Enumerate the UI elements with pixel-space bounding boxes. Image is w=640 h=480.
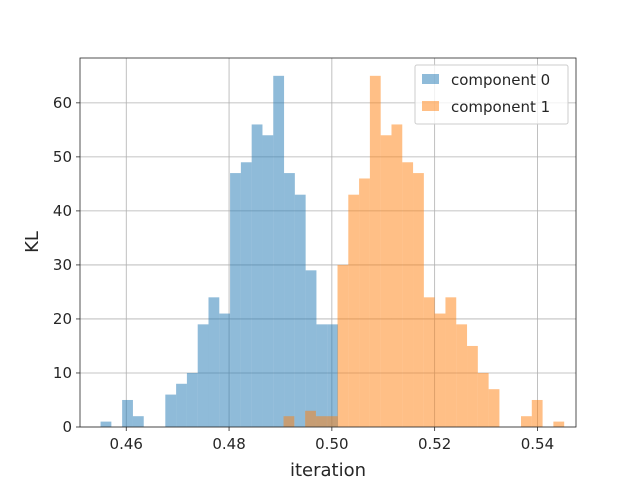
histogram-bar-component-1	[434, 313, 446, 427]
x-tick-label: 0.50	[315, 435, 348, 453]
histogram-bar-component-0	[186, 372, 198, 427]
y-tick-label: 60	[53, 94, 72, 112]
histogram-bar-component-1	[348, 194, 360, 427]
plot-frame	[79, 57, 577, 428]
histogram-bar-component-1	[402, 162, 414, 427]
histogram-bar-component-1	[445, 297, 457, 427]
histogram-bar-component-1	[467, 345, 478, 427]
histogram-bar-component-1	[359, 178, 370, 427]
x-tick-label: 0.52	[418, 435, 451, 453]
histogram-bar-component-1	[488, 389, 500, 427]
histogram-bar-component-1	[283, 416, 295, 427]
histogram-bar-component-1	[553, 421, 565, 427]
legend-label-component-0: component 0	[451, 71, 550, 89]
histogram-bar-component-0	[219, 313, 231, 427]
histogram-bar-component-1	[531, 399, 543, 427]
histogram-bar-component-0	[197, 324, 209, 427]
axis-ticks: 0.46 0.48 0.50 0.52 0.54 0 10 20 30 40 50 60	[53, 94, 554, 453]
legend-label-component-1: component 1	[451, 98, 550, 116]
histogram-bar-component-0	[327, 324, 339, 427]
y-tick-label: 10	[53, 364, 72, 382]
histogram-bar-component-0	[208, 297, 220, 427]
y-tick-label: 30	[53, 256, 72, 274]
x-tick-label: 0.48	[212, 435, 245, 453]
y-tick-label: 40	[53, 202, 72, 220]
histogram-bar-component-0	[273, 75, 285, 427]
histogram-bar-component-1	[413, 173, 424, 427]
histogram-bar-component-0	[165, 394, 177, 427]
legend: component 0 component 1	[414, 64, 569, 125]
histogram-bar-component-1	[369, 75, 381, 427]
histogram-bar-component-1	[337, 264, 349, 427]
histogram-bar-component-0	[100, 421, 112, 427]
histogram-bar-component-1	[456, 324, 468, 427]
x-tick-label: 0.46	[110, 435, 143, 453]
histogram-bar-component-0	[240, 162, 252, 427]
histogram-bar-component-0	[262, 135, 274, 427]
x-tick-label: 0.54	[521, 435, 554, 453]
histogram-bar-component-0	[122, 399, 133, 427]
histogram-bar-component-1	[380, 135, 392, 427]
histogram-bar-component-0	[284, 173, 295, 427]
histogram-bar-component-0	[305, 270, 317, 427]
y-axis-label: KL	[22, 231, 43, 253]
y-tick-label: 50	[53, 148, 72, 166]
histogram-bar-component-1	[477, 372, 489, 427]
histogram-bar-component-0	[230, 173, 241, 427]
histogram-bar-component-1	[326, 416, 338, 427]
histogram-bar-component-1	[305, 410, 316, 427]
legend-swatch-component-1	[422, 101, 439, 111]
histogram-bar-component-1	[315, 416, 327, 427]
legend-box	[414, 64, 569, 125]
y-tick-label: 0	[62, 418, 72, 436]
histogram-bar-component-1	[391, 124, 403, 427]
histogram-bar-component-0	[176, 383, 187, 427]
histogram-bars	[100, 75, 565, 427]
y-tick-label: 20	[53, 310, 72, 328]
histogram-bar-component-0	[132, 416, 144, 427]
histogram-bar-component-0	[251, 124, 263, 427]
histogram-bar-component-1	[423, 297, 435, 427]
histogram-bar-component-1	[521, 416, 532, 427]
histogram-bar-component-0	[294, 194, 306, 427]
x-axis-label: iteration	[290, 460, 366, 480]
legend-swatch-component-0	[422, 74, 439, 84]
histogram-bar-component-0	[316, 324, 328, 427]
